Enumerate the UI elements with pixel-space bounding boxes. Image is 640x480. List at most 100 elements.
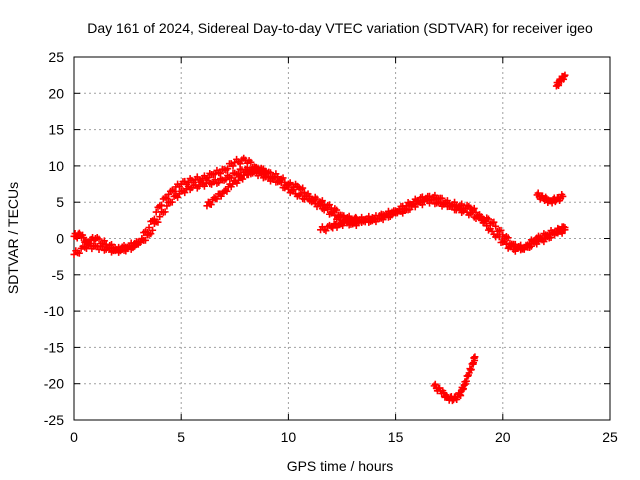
data-point xyxy=(559,192,567,200)
y-tick-label: -10 xyxy=(44,303,64,319)
data-point xyxy=(156,213,164,221)
y-tick-label: -5 xyxy=(52,267,65,283)
data-point xyxy=(336,213,344,221)
data-point xyxy=(538,234,546,242)
data-point xyxy=(149,226,157,234)
data-point xyxy=(548,199,556,207)
data-point xyxy=(471,353,479,361)
data-point xyxy=(331,212,339,220)
data-point xyxy=(561,224,569,232)
data-point xyxy=(108,240,116,248)
y-tick-label: -20 xyxy=(44,376,64,392)
y-tick-label: 20 xyxy=(48,85,64,101)
data-point xyxy=(418,201,426,209)
data-point xyxy=(329,208,337,216)
data-point xyxy=(141,236,149,244)
data-point xyxy=(223,187,231,195)
data-point xyxy=(297,190,305,198)
data-point xyxy=(75,249,83,257)
data-point xyxy=(213,195,221,203)
data-point xyxy=(257,164,265,172)
data-point xyxy=(322,227,330,235)
x-tick-label: 10 xyxy=(281,429,297,445)
series-bottom-arc xyxy=(430,353,479,405)
data-point xyxy=(431,380,439,388)
data-point xyxy=(449,202,457,210)
data-point xyxy=(313,195,321,203)
data-point xyxy=(497,226,505,234)
data-point xyxy=(495,233,503,241)
data-point xyxy=(502,240,510,248)
series-lower-track xyxy=(70,164,569,258)
y-tick-label: -15 xyxy=(44,339,64,355)
data-point xyxy=(333,206,341,214)
data-point xyxy=(406,205,414,213)
data-point xyxy=(309,196,317,204)
data-point xyxy=(468,208,476,216)
data-point xyxy=(80,233,88,241)
data-point xyxy=(211,176,219,184)
series-branch-6-9h xyxy=(203,164,271,210)
data-point xyxy=(129,244,137,252)
data-point xyxy=(279,174,287,182)
x-tick-label: 25 xyxy=(602,429,618,445)
x-tick-label: 20 xyxy=(495,429,511,445)
data-point xyxy=(560,223,568,231)
data-point xyxy=(70,250,78,258)
grid xyxy=(74,57,610,420)
data-point xyxy=(270,174,278,182)
data-point xyxy=(290,186,298,194)
data-point xyxy=(490,218,498,226)
data-point xyxy=(136,239,144,247)
series-upper-right-short xyxy=(533,189,567,207)
data-point xyxy=(217,192,225,200)
data-point xyxy=(283,182,291,190)
data-point xyxy=(442,199,450,207)
data-point xyxy=(222,186,230,194)
data-point xyxy=(318,197,326,205)
data-point xyxy=(263,169,271,177)
data-point xyxy=(561,71,569,79)
data-point xyxy=(247,158,255,166)
x-tick-label: 15 xyxy=(388,429,404,445)
data-point xyxy=(286,179,294,187)
y-tick-label: 5 xyxy=(56,194,64,210)
data-point xyxy=(95,235,103,243)
y-tick-labels: -25 -20 -15 -10 -5 0 5 10 15 20 25 xyxy=(44,49,64,428)
data-point xyxy=(526,240,534,248)
data-point xyxy=(207,201,215,209)
data-point xyxy=(399,209,407,217)
series-layer xyxy=(70,71,569,405)
chart-title: Day 161 of 2024, Sidereal Day-to-day VTE… xyxy=(87,20,593,36)
data-point xyxy=(145,224,153,232)
y-tick-label: 0 xyxy=(56,231,64,247)
y-axis-label: SDTVAR / TECUs xyxy=(5,182,21,294)
data-point xyxy=(324,205,332,213)
data-point xyxy=(485,215,493,223)
x-axis-label: GPS time / hours xyxy=(287,458,394,474)
x-tick-labels: 0 5 10 15 20 25 xyxy=(70,429,618,445)
data-point xyxy=(158,201,166,209)
data-point xyxy=(429,196,437,204)
data-point xyxy=(363,215,371,223)
data-point xyxy=(224,165,232,173)
data-point xyxy=(448,397,456,405)
data-point xyxy=(181,189,189,197)
series-branch-11-13h xyxy=(317,213,361,235)
data-point xyxy=(229,162,237,170)
data-point xyxy=(492,222,500,230)
data-point xyxy=(174,193,182,201)
x-tick-label: 5 xyxy=(177,429,185,445)
data-point xyxy=(277,179,285,187)
data-point xyxy=(483,222,491,230)
y-tick-label: -25 xyxy=(44,412,64,428)
y-tick-label: 10 xyxy=(48,158,64,174)
data-point xyxy=(386,213,394,221)
data-point xyxy=(470,204,478,212)
x-tick-label: 0 xyxy=(70,429,78,445)
data-point xyxy=(481,217,489,225)
data-point xyxy=(353,216,361,224)
data-point xyxy=(524,243,532,251)
data-point xyxy=(504,234,512,242)
